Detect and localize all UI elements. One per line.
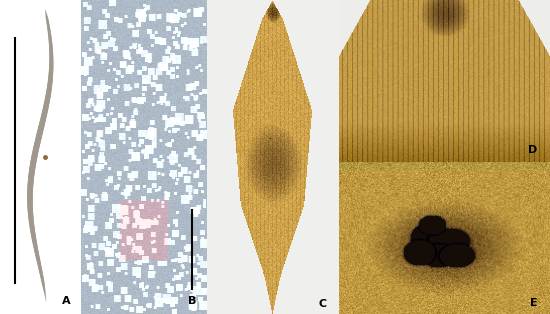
Text: E: E <box>530 298 537 308</box>
Text: D: D <box>528 145 537 155</box>
Text: C: C <box>319 299 327 309</box>
Text: B: B <box>188 296 196 306</box>
Text: A: A <box>63 296 71 306</box>
